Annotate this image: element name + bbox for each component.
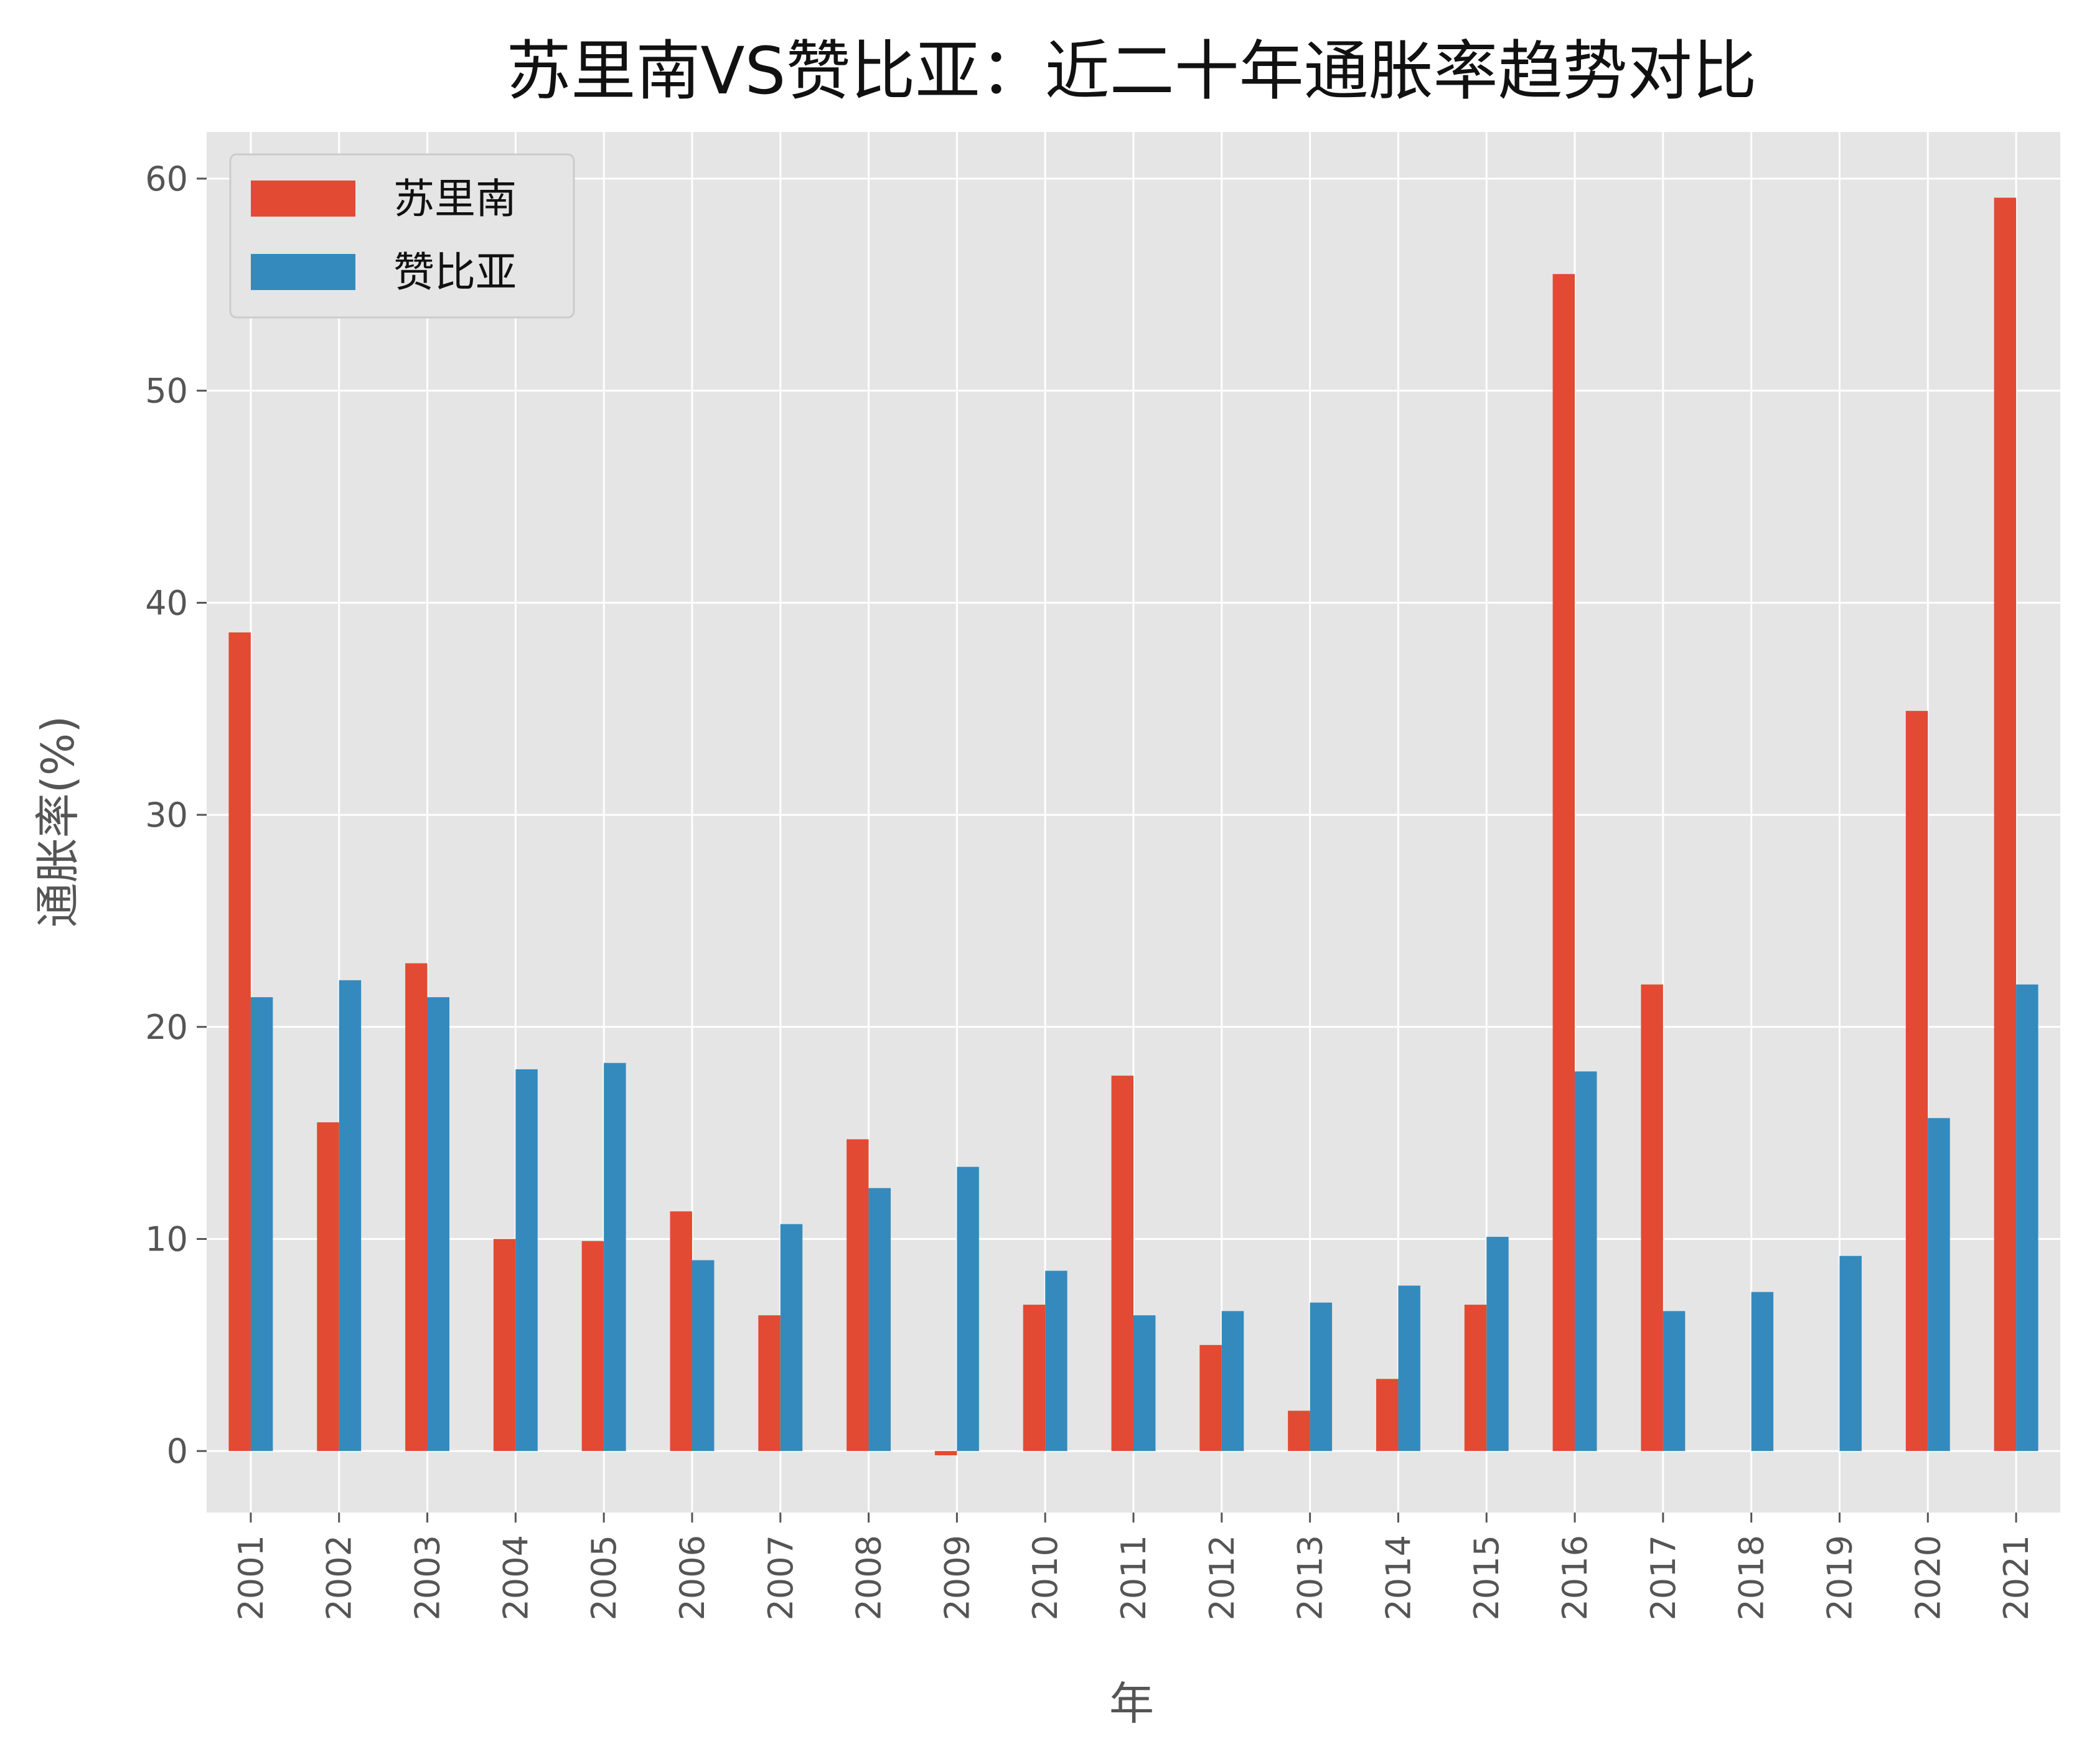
bar-suriname-2004 (493, 1239, 516, 1452)
bar-zambia-2017 (1663, 1311, 1686, 1452)
x-tick-label: 2001 (232, 1535, 271, 1620)
bars (228, 197, 2038, 1456)
bar-zambia-2015 (1486, 1237, 1509, 1452)
legend-label-suriname: 苏里南 (393, 175, 517, 223)
x-tick-label: 2010 (1026, 1535, 1065, 1620)
bar-zambia-2013 (1310, 1302, 1333, 1452)
bar-zambia-2010 (1045, 1270, 1067, 1452)
bar-zambia-2007 (780, 1224, 803, 1452)
bar-zambia-2014 (1398, 1285, 1420, 1452)
bar-suriname-2005 (581, 1241, 604, 1452)
bar-suriname-2001 (228, 632, 251, 1452)
x-tick-label: 2003 (408, 1535, 448, 1620)
bar-suriname-2016 (1552, 274, 1575, 1452)
x-tick-label: 2011 (1114, 1535, 1153, 1620)
bar-zambia-2018 (1751, 1292, 1774, 1452)
bar-suriname-2010 (1023, 1305, 1046, 1452)
bar-suriname-2009 (934, 1451, 957, 1456)
x-tick-label: 2006 (673, 1535, 712, 1620)
y-tick-label: 10 (145, 1219, 188, 1259)
bar-zambia-2021 (2016, 984, 2038, 1452)
bar-zambia-2012 (1221, 1311, 1244, 1452)
legend-label-zambia: 赞比亚 (393, 248, 517, 296)
bar-suriname-2011 (1111, 1076, 1133, 1452)
x-tick-label: 2016 (1555, 1535, 1595, 1620)
x-tick-label: 2013 (1291, 1535, 1330, 1620)
x-tick-label: 2020 (1908, 1535, 1948, 1620)
x-tick-label: 2005 (584, 1535, 624, 1620)
y-axis-label: 通胀率(%) (32, 716, 84, 928)
x-tick-label: 2002 (320, 1535, 359, 1620)
x-tick-label: 2009 (937, 1535, 977, 1620)
bar-zambia-2005 (604, 1063, 626, 1452)
x-tick-label: 2012 (1203, 1535, 1242, 1620)
y-tick-label: 40 (145, 583, 188, 622)
x-axis-label: 年 (1109, 1677, 1154, 1730)
chart-title: 苏里南VS赞比亚：近二十年通胀率趋势对比 (506, 33, 1757, 109)
bar-suriname-2021 (1994, 197, 2017, 1452)
bar-zambia-2020 (1928, 1118, 1950, 1452)
bar-zambia-2002 (339, 980, 362, 1452)
bar-zambia-2003 (427, 997, 449, 1452)
bar-zambia-2011 (1133, 1315, 1156, 1452)
bar-suriname-2006 (670, 1211, 692, 1452)
x-axis: 2001 2002 2003 2004 2005 2006 2007 2008 2009 2010… (232, 1513, 2036, 1620)
x-tick-label: 2015 (1467, 1535, 1506, 1620)
x-tick-label: 2021 (1997, 1535, 2036, 1620)
bar-suriname-2002 (317, 1122, 339, 1452)
legend: 苏里南 赞比亚 (229, 153, 575, 319)
y-tick-label: 30 (145, 795, 188, 835)
bar-zambia-2001 (250, 997, 273, 1452)
y-tick-label: 0 (167, 1432, 188, 1471)
bar-zambia-2019 (1839, 1255, 1862, 1452)
bar-suriname-2012 (1199, 1344, 1222, 1452)
x-tick-label: 2014 (1379, 1535, 1418, 1620)
bar-suriname-2008 (847, 1139, 869, 1452)
y-tick-label: 20 (145, 1008, 188, 1047)
x-tick-label: 2004 (496, 1535, 535, 1620)
bar-zambia-2008 (868, 1188, 891, 1452)
x-tick-label: 2007 (761, 1535, 800, 1620)
bar-suriname-2003 (405, 963, 428, 1452)
y-axis: 0 10 20 30 40 50 60 (145, 159, 207, 1471)
bar-suriname-2020 (1905, 711, 1928, 1452)
bar-zambia-2009 (957, 1166, 979, 1452)
x-tick-label: 2017 (1644, 1535, 1683, 1620)
bar-zambia-2004 (515, 1069, 538, 1452)
y-tick-label: 50 (145, 372, 188, 411)
bar-zambia-2006 (692, 1260, 715, 1452)
bar-suriname-2014 (1376, 1379, 1399, 1452)
y-tick-label: 60 (145, 159, 188, 199)
legend-swatch-suriname (251, 181, 355, 217)
x-tick-label: 2008 (850, 1535, 889, 1620)
bar-suriname-2015 (1464, 1305, 1487, 1452)
legend-swatch-zambia (251, 254, 355, 290)
x-tick-label: 2019 (1820, 1535, 1859, 1620)
bar-suriname-2007 (758, 1315, 781, 1452)
bar-suriname-2013 (1288, 1410, 1310, 1452)
bar-suriname-2017 (1641, 984, 1663, 1452)
x-tick-label: 2018 (1732, 1535, 1771, 1620)
bar-zambia-2016 (1575, 1071, 1597, 1452)
